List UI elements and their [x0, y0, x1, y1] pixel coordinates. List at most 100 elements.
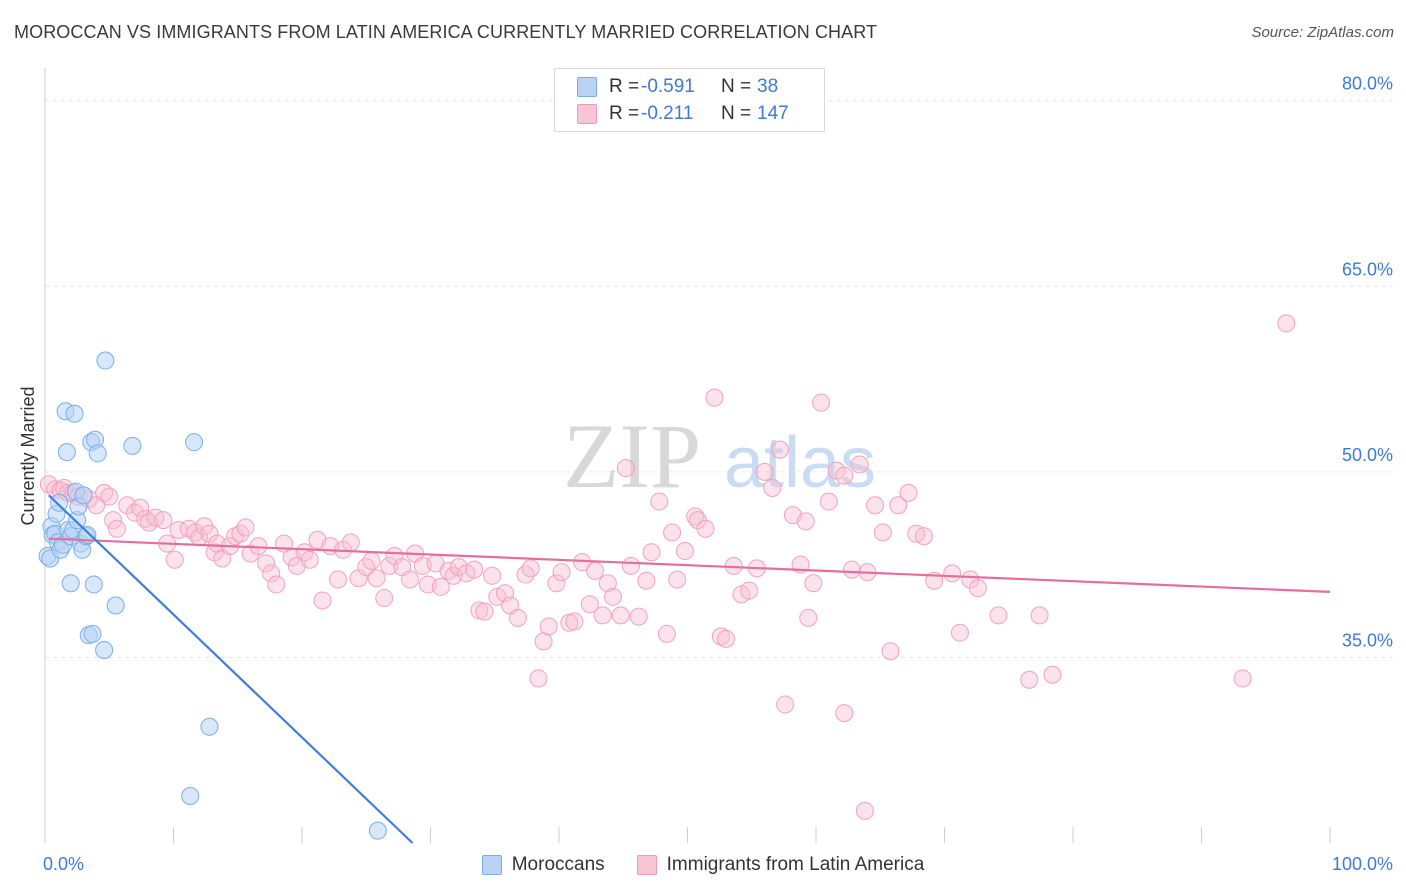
- moroccan-point: [65, 404, 84, 423]
- latin-america-point: [835, 466, 854, 485]
- legend-item-label: Immigrants from Latin America: [666, 854, 925, 875]
- moroccan-point: [74, 486, 93, 505]
- x-tick-label: 0.0%: [43, 854, 84, 874]
- legend-n-label: N =: [721, 76, 752, 97]
- latin-america-point: [621, 556, 640, 575]
- latin-america-point: [603, 587, 622, 606]
- latin-america-point: [362, 551, 381, 570]
- latin-america-point: [508, 608, 527, 627]
- latin-america-point: [100, 487, 119, 506]
- y-tick-label: 80.0%: [1342, 74, 1393, 94]
- legend-item-label: Moroccans: [511, 854, 605, 875]
- series-legend: Moroccans Immigrants from Latin America: [0, 852, 1406, 878]
- latin-america-point: [1020, 670, 1039, 689]
- latin-america-point: [705, 388, 724, 407]
- latin-america-point: [375, 589, 394, 608]
- latin-america-point: [873, 523, 892, 542]
- latin-america-point: [400, 570, 419, 589]
- latin-america-point: [663, 523, 682, 542]
- latin-america-point: [341, 533, 360, 552]
- latin-america-point: [989, 606, 1008, 625]
- legend-swatch-pink: [577, 104, 597, 124]
- latin-america-point: [300, 550, 319, 569]
- axes: [44, 68, 1331, 843]
- latin-america-point: [799, 608, 818, 627]
- latin-america-point: [104, 511, 123, 530]
- x-tick-label: 100.0%: [1332, 854, 1393, 874]
- latin-america-point: [642, 543, 661, 562]
- legend-r-label: R =: [609, 103, 640, 124]
- latin-america-point: [547, 574, 566, 593]
- latin-america-point: [899, 483, 918, 502]
- latin-america-point: [483, 566, 502, 585]
- moroccan-point: [106, 596, 125, 615]
- latin-america-point: [552, 563, 571, 582]
- latin-america-point: [439, 561, 458, 580]
- latin-america-point: [593, 606, 612, 625]
- moroccan-point: [95, 641, 114, 660]
- latin-america-trend-line: [48, 537, 1331, 593]
- latin-america-point: [1043, 665, 1062, 684]
- latin-america-point: [1030, 606, 1049, 625]
- moroccan-point: [200, 717, 219, 736]
- latin-america-point: [431, 577, 450, 596]
- latin-america-point: [812, 393, 831, 412]
- latin-america-point: [475, 602, 494, 621]
- latin-america-point: [241, 544, 260, 563]
- moroccan-point: [50, 493, 69, 512]
- latin-america-point: [835, 704, 854, 723]
- legend-n-value: 38: [757, 76, 779, 97]
- moroccan-point: [96, 351, 115, 370]
- watermark-zip: ZIP: [563, 405, 701, 507]
- latin-america-point: [675, 542, 694, 561]
- moroccan-point: [61, 574, 80, 593]
- latin-america-points: [39, 314, 1296, 820]
- latin-america-point: [755, 462, 774, 481]
- latin-america-point: [881, 642, 900, 661]
- latin-america-point: [657, 624, 676, 643]
- latin-america-point: [696, 519, 715, 538]
- latin-america-point: [866, 496, 885, 515]
- moroccan-trend-line: [48, 494, 414, 844]
- axis-labels: 35.0% 50.0% 65.0% 80.0% 0.0% 100.0%: [43, 74, 1393, 874]
- legend-swatch-blue: [577, 77, 597, 97]
- latin-america-point: [611, 606, 630, 625]
- legend-r-value: -0.591: [641, 76, 695, 97]
- legend-swatch-pink: [636, 855, 657, 875]
- latin-america-point: [539, 617, 558, 636]
- latin-america-point: [529, 669, 548, 688]
- latin-america-point: [740, 581, 759, 600]
- y-tick-label: 65.0%: [1342, 259, 1393, 279]
- latin-america-point: [819, 492, 838, 511]
- trend-lines: [48, 494, 1331, 844]
- gridlines: [45, 100, 1395, 658]
- legend-row-latin-america: R = -0.211 N = 147: [577, 100, 789, 128]
- watermark-atlas: atlas: [724, 423, 876, 503]
- latin-america-point: [131, 498, 150, 517]
- latin-america-point: [236, 518, 255, 537]
- legend-item-latin-america: Immigrants from Latin America: [636, 854, 925, 876]
- latin-america-point: [598, 574, 617, 593]
- moroccan-point: [123, 436, 142, 455]
- legend-swatch-blue: [481, 855, 502, 875]
- latin-america-point: [200, 524, 219, 543]
- legend-r-label: R =: [609, 76, 640, 97]
- y-axis-label: Currently Married: [18, 386, 38, 525]
- latin-america-point: [616, 459, 635, 478]
- latin-america-point: [313, 591, 332, 610]
- latin-america-point: [1233, 669, 1252, 688]
- moroccan-point: [84, 575, 103, 594]
- moroccan-point: [83, 624, 102, 643]
- latin-america-point: [367, 569, 386, 588]
- moroccan-point: [88, 444, 107, 463]
- latin-america-point: [842, 560, 861, 579]
- latin-america-point: [668, 570, 687, 589]
- latin-america-point: [968, 579, 987, 598]
- latin-america-point: [629, 607, 648, 626]
- latin-america-point: [889, 496, 908, 515]
- moroccan-point: [57, 443, 76, 462]
- latin-america-point: [521, 559, 540, 578]
- moroccan-points: [38, 351, 387, 840]
- latin-america-point: [943, 564, 962, 583]
